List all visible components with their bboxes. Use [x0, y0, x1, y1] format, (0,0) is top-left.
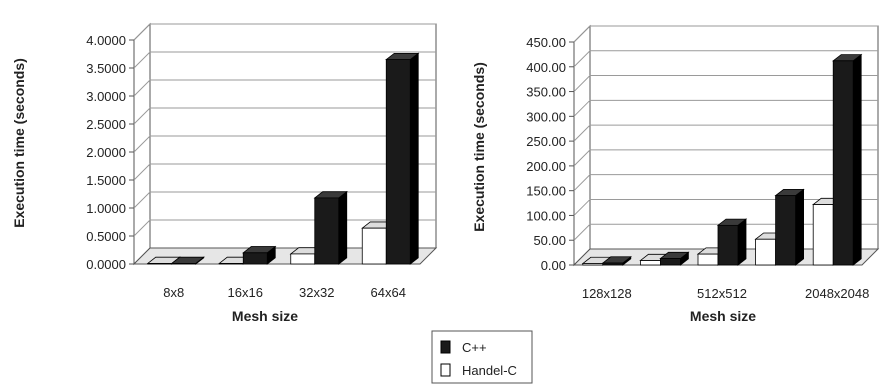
left-bar-front-cpp-16x16 — [242, 252, 268, 265]
left-bar-side-cpp-32x32 — [338, 190, 348, 265]
right-bar-side-cpp-2048x2048 — [852, 53, 862, 266]
right-bar-cpp-2048x2048 — [832, 53, 863, 266]
right-y-tick-label: 400.00 — [526, 60, 566, 75]
left-y-tick-label: 1.0000 — [86, 201, 126, 216]
right-bar-front-handel-c-2048x2048 — [812, 204, 834, 266]
legend-swatch-handel-c — [440, 363, 451, 377]
left-bar-front-handel-c-32x32 — [290, 253, 316, 265]
right-bar-front-cpp-2048x2048 — [832, 60, 854, 266]
right-bar-front-handel-c-128x128 — [582, 263, 604, 266]
legend-swatch-cpp — [440, 340, 451, 354]
left-bar-cpp-16x16 — [242, 245, 277, 265]
left-y-tick-label: 0.5000 — [86, 229, 126, 244]
left-x-tick-label: 32x32 — [299, 285, 334, 300]
right-bar-front-cpp-512x512 — [717, 224, 739, 266]
left-y-tick-label: 1.5000 — [86, 173, 126, 188]
left-gridline — [133, 79, 436, 97]
left-y-tick-label: 2.0000 — [86, 145, 126, 160]
left-bar-front-handel-c-8x8 — [147, 263, 173, 265]
left-bar-front-handel-c-16x16 — [218, 263, 244, 265]
left-x-tick-label: 8x8 — [163, 285, 184, 300]
left-gridline — [133, 23, 436, 41]
left-y-tick-label: 3.0000 — [86, 89, 126, 104]
right-x-tick-label: 512x512 — [697, 286, 747, 301]
right-y-tick-label: 200.00 — [526, 159, 566, 174]
legend-label-cpp: C++ — [462, 340, 487, 355]
left-bar-front-cpp-64x64 — [385, 59, 411, 265]
right-bar-cpp-1024x1024 — [774, 188, 805, 266]
right-gridline — [573, 99, 878, 117]
right-bar-front-cpp-128x128 — [602, 262, 624, 266]
left-bar-front-handel-c-64x64 — [361, 227, 387, 265]
chart-left-x-axis-title: Mesh size — [232, 308, 298, 324]
right-y-tick-label: 0.00 — [541, 258, 566, 273]
chart-left-y-axis-title: Execution time (seconds) — [11, 58, 27, 228]
right-y-tick-label: 450.00 — [526, 35, 566, 50]
left-bar-cpp-8x8 — [170, 256, 205, 265]
left-bar-cpp-64x64 — [385, 52, 420, 265]
left-y-tick-label: 4.0000 — [86, 33, 126, 48]
right-gridline — [573, 25, 878, 43]
chart-right-x-tick-labels: 128x128 512x512 2048x2048 — [582, 286, 870, 301]
left-gridline — [133, 51, 436, 69]
right-bar-front-cpp-256x256 — [660, 258, 681, 266]
left-bar-front-cpp-8x8 — [171, 263, 197, 265]
chart-right-bars — [581, 53, 863, 266]
chart-right-x-axis-title: Mesh size — [690, 308, 756, 324]
right-bar-cpp-512x512 — [716, 218, 748, 266]
chart-left: 0.0000 0.5000 1.0000 1.5000 2.0000 2.5000 3.00… — [11, 22, 438, 324]
right-x-tick-label: 2048x2048 — [805, 286, 869, 301]
left-x-tick-label: 16x16 — [228, 285, 263, 300]
right-bar-front-handel-c-256x256 — [640, 260, 661, 266]
right-x-tick-label: 128x128 — [582, 286, 632, 301]
left-y-tick-label: 0.0000 — [86, 257, 126, 272]
right-bar-front-handel-c-1024x1024 — [755, 238, 776, 266]
right-side-wall — [573, 24, 591, 267]
legend-label-handel-c: Handel-C — [462, 363, 517, 378]
right-gridline — [573, 75, 878, 92]
left-x-tick-label: 64x64 — [371, 285, 406, 300]
left-y-tick-label: 2.5000 — [86, 117, 126, 132]
legend: C++ Handel-C — [431, 330, 533, 384]
right-y-tick-label: 100.00 — [526, 208, 566, 223]
left-bar-cpp-32x32 — [313, 190, 348, 265]
right-y-tick-label: 50.00 — [533, 233, 566, 248]
left-gridline — [133, 135, 436, 153]
right-bar-side-cpp-512x512 — [737, 218, 747, 266]
chart-left-y-tick-labels: 0.0000 0.5000 1.0000 1.5000 2.0000 2.5000 3.00… — [86, 33, 126, 272]
chart-right-y-axis-title: Execution time (seconds) — [471, 62, 487, 232]
chart-right: 0.00 50.00 100.00 150.00 200.00 250.00 300.00 3… — [471, 24, 880, 324]
right-gridline — [573, 149, 878, 167]
left-gridline — [133, 163, 436, 181]
right-y-tick-label: 350.00 — [526, 85, 566, 100]
right-bar-front-handel-c-512x512 — [697, 253, 719, 266]
right-bar-cpp-128x128 — [601, 255, 632, 266]
right-y-tick-label: 250.00 — [526, 134, 566, 149]
right-bar-side-cpp-1024x1024 — [795, 188, 804, 266]
left-gridline — [133, 107, 436, 125]
chart-left-x-tick-labels: 8x8 16x16 32x32 64x64 — [163, 285, 406, 300]
right-y-tick-label: 150.00 — [526, 184, 566, 199]
right-gridline — [573, 50, 878, 68]
right-gridline — [573, 124, 878, 142]
left-bar-front-cpp-32x32 — [314, 197, 340, 265]
left-bar-side-cpp-64x64 — [409, 52, 419, 265]
right-bar-front-cpp-1024x1024 — [775, 195, 796, 266]
chart-left-bars — [146, 52, 420, 265]
right-y-tick-label: 300.00 — [526, 109, 566, 124]
right-gridline — [573, 174, 878, 192]
chart-right-y-tick-labels: 0.00 50.00 100.00 150.00 200.00 250.00 300.00 3… — [526, 35, 566, 273]
right-bar-cpp-256x256 — [659, 251, 690, 266]
left-y-tick-label: 3.5000 — [86, 61, 126, 76]
